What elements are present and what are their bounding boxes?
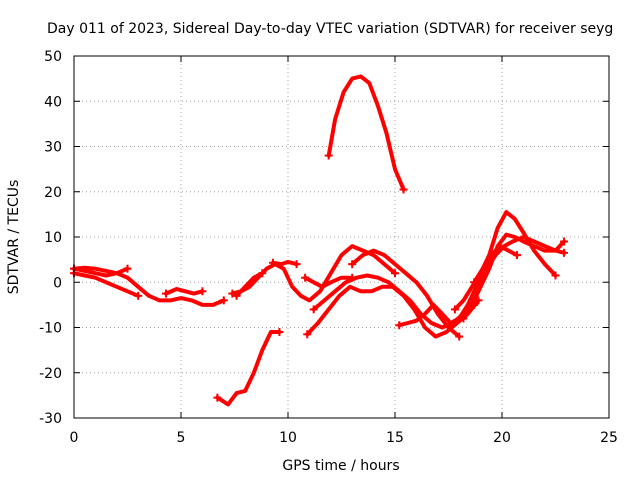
series-point-satellite-arc-10 bbox=[301, 273, 310, 282]
series-line-satellite-arc-15 bbox=[452, 210, 558, 312]
series-line-satellite-arc-7 bbox=[230, 244, 397, 303]
grid bbox=[74, 56, 609, 418]
series-point-satellite-arc-8 bbox=[232, 291, 241, 300]
series-point-satellite-arc-9 bbox=[292, 260, 301, 269]
series-line-satellite-arc-16 bbox=[461, 232, 567, 321]
series-line-satellite-arc-17 bbox=[485, 235, 567, 271]
y-tick-label: 40 bbox=[44, 94, 62, 110]
y-tick-label: 20 bbox=[44, 185, 62, 201]
y-tick-label: -30 bbox=[39, 411, 62, 427]
series-point-satellite-arc-13 bbox=[455, 332, 464, 341]
series-point-satellite-arc-8 bbox=[258, 269, 267, 278]
series-line-satellite-arc-10 bbox=[303, 275, 355, 289]
series-point-satellite-arc-5 bbox=[134, 291, 143, 300]
x-tick-label: 0 bbox=[70, 430, 79, 446]
y-tick-label: 50 bbox=[44, 49, 62, 65]
series-line-satellite-arc-5 bbox=[72, 271, 141, 298]
series-line-satellite-arc-1 bbox=[326, 74, 406, 192]
series-line-satellite-arc-6 bbox=[164, 287, 205, 296]
series-point-satellite-arc-6 bbox=[162, 289, 171, 298]
series-point-satellite-arc-7 bbox=[391, 269, 399, 278]
series-line-satellite-arc-2 bbox=[215, 330, 282, 407]
series-point-satellite-arc-11 bbox=[303, 330, 312, 339]
y-tick-label: -20 bbox=[39, 366, 62, 382]
series-point-satellite-arc-14 bbox=[395, 321, 404, 330]
series-point-satellite-arc-15 bbox=[551, 271, 560, 280]
series-point-satellite-arc-16 bbox=[459, 314, 468, 323]
y-tick-label: 10 bbox=[44, 230, 62, 246]
series-point-satellite-arc-13 bbox=[348, 260, 357, 269]
series-line-satellite-arc-14 bbox=[397, 271, 487, 328]
x-tick-label: 10 bbox=[279, 430, 297, 446]
series-point-satellite-arc-18 bbox=[512, 251, 521, 260]
series-point-satellite-arc-17 bbox=[560, 237, 569, 246]
series-point-satellite-arc-6 bbox=[198, 287, 207, 296]
series-point-satellite-arc-16 bbox=[560, 248, 569, 257]
x-axis-label: GPS time / hours bbox=[282, 458, 399, 474]
y-axis-label: SDTVAR / TECUs bbox=[6, 180, 22, 295]
chart-title: Day 011 of 2023, Sidereal Day-to-day VTE… bbox=[47, 21, 613, 37]
series-point-satellite-arc-2 bbox=[213, 393, 222, 402]
y-tick-label: 0 bbox=[53, 275, 62, 291]
series-point-satellite-arc-3 bbox=[219, 296, 228, 305]
y-tick-label: -10 bbox=[39, 321, 62, 337]
x-tick-label: 25 bbox=[600, 430, 618, 446]
series-point-satellite-arc-9 bbox=[269, 258, 278, 267]
series-point-satellite-arc-18 bbox=[470, 278, 479, 287]
series-point-satellite-arc-4 bbox=[123, 264, 132, 273]
series-line-satellite-arc-3 bbox=[72, 265, 226, 307]
series-line-satellite-arc-9 bbox=[271, 259, 299, 267]
x-tick-label: 20 bbox=[493, 430, 511, 446]
series-line-satellite-arc-13 bbox=[350, 248, 462, 339]
series-line-satellite-arc-4 bbox=[72, 266, 130, 278]
x-tick-label: 5 bbox=[177, 430, 186, 446]
y-tick-label: 30 bbox=[44, 140, 62, 156]
axis-ticks bbox=[73, 55, 610, 419]
series-point-satellite-arc-12 bbox=[309, 305, 318, 314]
x-tick-label: 15 bbox=[386, 430, 404, 446]
series-point-satellite-arc-7 bbox=[228, 289, 237, 298]
series-point-satellite-arc-15 bbox=[450, 305, 459, 314]
series-point-satellite-arc-1 bbox=[399, 185, 408, 194]
series-point-satellite-arc-1 bbox=[324, 151, 333, 160]
series-point-satellite-arc-2 bbox=[275, 328, 284, 337]
tick-labels: 0 5 10 15 20 25 -30 -20 -10 0 10 20 30 40 50 bbox=[39, 49, 618, 446]
series-line-satellite-arc-8 bbox=[234, 271, 265, 298]
series-layer bbox=[70, 74, 569, 407]
series-line-satellite-arc-18 bbox=[472, 244, 519, 285]
